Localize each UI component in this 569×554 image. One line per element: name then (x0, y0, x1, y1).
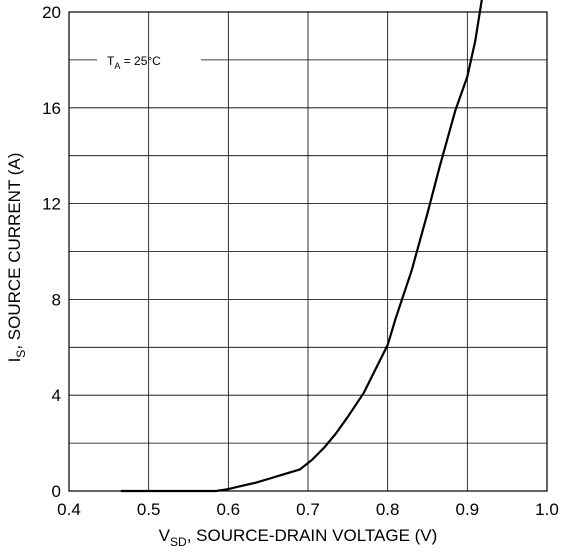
x-tick-label: 0.4 (57, 500, 81, 519)
x-tick-label: 0.9 (456, 500, 480, 519)
series-layer (120, 0, 483, 493)
x-axis-label: VSD, SOURCE-DRAIN VOLTAGE (V) (159, 526, 438, 549)
y-tick-label: 8 (52, 290, 61, 309)
y-tick-label: 0 (52, 482, 61, 501)
y-tick-label: 16 (42, 99, 61, 118)
plot-frame (68, 11, 548, 492)
x-tick-label: 0.5 (137, 500, 161, 519)
tick-labels: 0.4 0.5 0.6 0.7 0.8 0.9 1.0 0 4 8 12 16 20 (42, 3, 559, 519)
series-line (120, 0, 483, 493)
y-tick-label: 12 (42, 195, 61, 214)
annotation-layer: TA = 25°C (107, 54, 161, 71)
x-tick-label: 0.6 (217, 500, 241, 519)
x-tick-label: 0.7 (296, 500, 320, 519)
annotation-temperature: TA = 25°C (107, 54, 161, 71)
x-tick-label: 0.8 (376, 500, 400, 519)
x-tick-label: 1.0 (535, 500, 559, 519)
y-tick-label: 20 (42, 3, 61, 22)
grid (68, 11, 548, 492)
axis-labels: VSD, SOURCE-DRAIN VOLTAGE (V) IS, SOURCE … (5, 153, 437, 549)
y-tick-label: 4 (52, 386, 61, 405)
y-axis-label: IS, SOURCE CURRENT (A) (5, 153, 28, 363)
